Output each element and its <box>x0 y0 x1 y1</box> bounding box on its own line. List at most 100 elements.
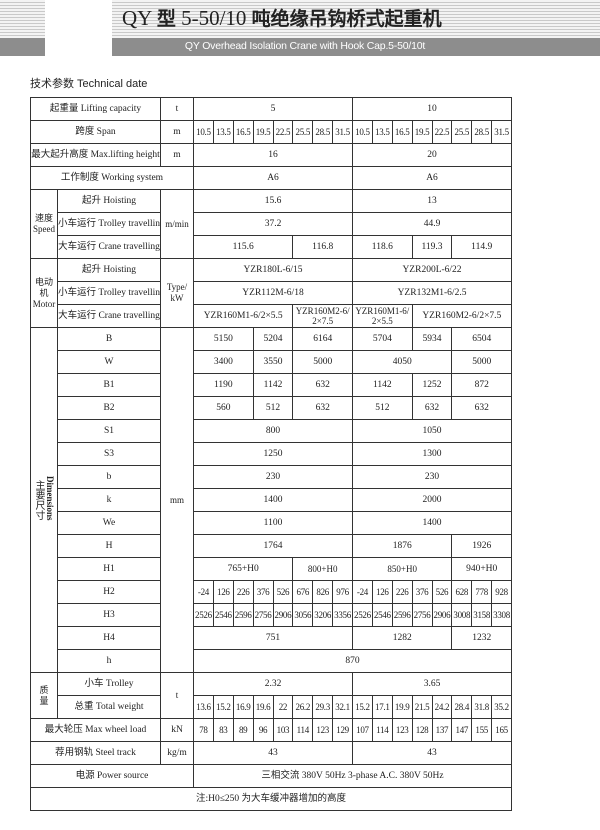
value-cell: 19.5 <box>252 120 274 144</box>
row-label: 荐用钢轨 Steel track <box>30 741 161 765</box>
row-motor: 电动机 Motor 起升 Hoisting Type/ kW YZR180L-6/15… <box>30 258 512 328</box>
value-cell: 43 <box>352 741 512 765</box>
row-dimensions: H4 751 1282 1232 <box>31 626 512 650</box>
value-cell: 114 <box>292 718 314 742</box>
value-cell: 16.9 <box>232 695 254 719</box>
value-cell: 3.65 <box>352 672 512 696</box>
value-cell: 928 <box>491 580 512 604</box>
row-label: 工作制度 Working system <box>30 166 194 190</box>
value-cell: 226 <box>232 580 254 604</box>
value-cell: 2906 <box>272 603 294 627</box>
value-cell: 5934 <box>411 327 453 351</box>
value-cell: 226 <box>391 580 413 604</box>
value-cell: 2.32 <box>193 672 353 696</box>
value-cell: 230 <box>193 465 353 489</box>
value-cell: 13.5 <box>371 120 393 144</box>
row-span: 跨度 Span m 10.5 13.5 16.5 19.5 22.5 25.5 28.5 31.5… <box>30 120 512 144</box>
value-cell: 15.6 <box>193 189 353 213</box>
page-subtitle: QY Overhead Isolation Crane with Hook Ca… <box>184 40 426 52</box>
value-cell: -24 <box>352 580 373 604</box>
value-cell: 15.2 <box>212 695 234 719</box>
row-label: b <box>57 465 161 489</box>
section-title: 技术参数 Technical date <box>30 78 148 90</box>
row-label: 电源 Power source <box>30 764 194 788</box>
value-cell: 2596 <box>391 603 413 627</box>
row-dimensions: H3 2526 2546 2596 2756 2906 3056 3206 3356 2526 25… <box>31 603 512 627</box>
banner-band <box>0 38 600 56</box>
value-cell: 119.3 <box>411 235 453 259</box>
value-cell: 128 <box>411 718 433 742</box>
value-cell: 2000 <box>352 488 512 512</box>
value-cell: 19.6 <box>252 695 274 719</box>
value-cell: 1100 <box>193 511 353 535</box>
value-cell: A6 <box>193 166 353 190</box>
value-cell: 512 <box>252 396 294 420</box>
value-cell: 5150 <box>193 327 254 351</box>
row-label: 起重量 Lifting capacity <box>30 97 161 121</box>
group-label: 质 量 <box>30 672 58 719</box>
value-cell: 19.9 <box>391 695 413 719</box>
value-cell: 147 <box>451 718 473 742</box>
group-label: 电动机 Motor <box>30 258 58 328</box>
row-label: 最大起升高度 Max.lifting height <box>30 143 161 167</box>
row-speed: 大车运行 Crane travelling 115.6 116.8 118.6 119.… <box>31 235 512 259</box>
value-cell: 3008 <box>451 603 473 627</box>
value-cell: 850+H0 <box>351 557 453 581</box>
value-cell: YZR160M2-6/2×7.5 <box>411 304 513 328</box>
value-cell: 35.2 <box>491 695 512 719</box>
row-dimensions: W 3400 3550 5000 4050 5000 <box>31 350 512 374</box>
row-dimensions: H1 765+H0 800+H0 850+H0 940+H0 <box>31 557 512 581</box>
value-cell: 17.1 <box>371 695 393 719</box>
value-cell: 123 <box>391 718 413 742</box>
value-cell: 940+H0 <box>451 557 512 581</box>
value-cell: 16.5 <box>232 120 254 144</box>
value-cell: 15.2 <box>352 695 373 719</box>
value-cell: 123 <box>312 718 334 742</box>
value-cell: 31.5 <box>332 120 353 144</box>
value-cell: 628 <box>451 580 473 604</box>
group-label-en: Dimensions <box>45 475 55 521</box>
title-range: 5-50/10 <box>181 6 247 30</box>
value-cell: 632 <box>292 396 353 420</box>
value-cell: 1400 <box>352 511 512 535</box>
row-label: 最大轮压 Max wheel load <box>30 718 161 742</box>
group-label: 速度 Speed <box>30 189 58 259</box>
value-cell: 114.9 <box>451 235 512 259</box>
row-note: 注:H0≤250 为大车缓冲器增加的高度 <box>30 787 512 811</box>
row-label: H3 <box>57 603 161 627</box>
value-cell: 1282 <box>351 626 453 650</box>
group-label: 主要尺寸Dimensions <box>30 327 58 673</box>
row-power: 电源 Power source 三相交流 380V 50Hz 3-phase A.… <box>30 764 512 788</box>
value-cell: 10.5 <box>352 120 373 144</box>
row-max_height: 最大起升高度 Max.lifting height m 16 20 <box>30 143 512 167</box>
row-label: h <box>57 649 161 673</box>
row-dimensions: B1 1190 1142 632 1142 1252 872 <box>31 373 512 397</box>
value-cell: 29.3 <box>312 695 334 719</box>
row-label: W <box>57 350 161 374</box>
value-cell: 976 <box>332 580 353 604</box>
value-cell: 21.5 <box>411 695 433 719</box>
value-cell: YZR200L-6/22 <box>352 258 512 282</box>
value-cell: 826 <box>312 580 334 604</box>
value-cell: 129 <box>332 718 353 742</box>
row-label: 小车运行 Trolley travelling <box>57 281 161 305</box>
logo-placeholder <box>45 0 112 62</box>
value-cell: 10.5 <box>193 120 214 144</box>
row-label: We <box>57 511 161 535</box>
value-cell: 16 <box>193 143 353 167</box>
value-cell: 872 <box>451 373 512 397</box>
value-cell: 1764 <box>193 534 353 558</box>
row-dimensions: B2 560 512 632 512 632 632 <box>31 396 512 420</box>
value-cell: 115.6 <box>192 235 294 259</box>
value-cell: YZR160M2-6/ 2×7.5 <box>292 304 353 328</box>
unit-cell: t <box>160 97 194 121</box>
row-label: 大车运行 Crane travelling <box>57 304 161 328</box>
row-label: 小车运行 Trolley travelling <box>57 212 161 236</box>
value-cell: 5000 <box>292 350 353 374</box>
row-label: 总重 Total weight <box>57 695 161 719</box>
title-name: 吨绝缘吊钩桥式起重机 <box>251 8 442 30</box>
value-cell: 118.6 <box>352 235 413 259</box>
unit-cell: kg/m <box>160 741 194 765</box>
technical-data-table: 起重量 Lifting capacity t 5 10 跨度 Span m 10.5 13.5… <box>30 97 513 811</box>
